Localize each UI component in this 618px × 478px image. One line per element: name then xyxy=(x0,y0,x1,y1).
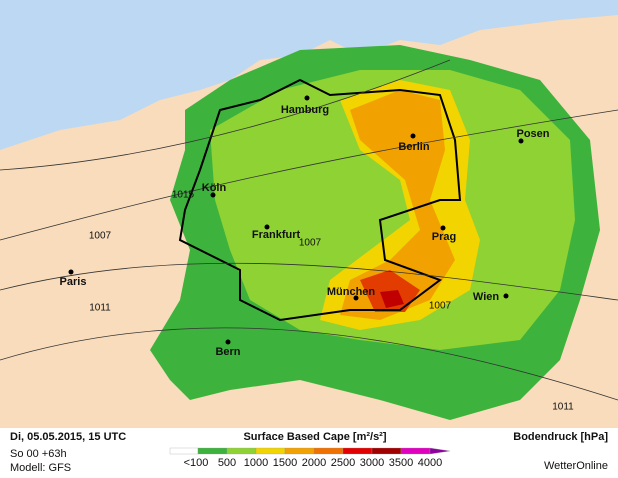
legend-label: 1000 xyxy=(244,457,268,469)
legend-labels: <100 500 1000 1500 2000 2500 3000 3500 4000 xyxy=(184,457,443,469)
cape-medium xyxy=(210,70,575,350)
date: Di, 05.05.2015, 15 UTC xyxy=(10,431,126,443)
legend-label: 2000 xyxy=(302,457,326,469)
city-label: München xyxy=(327,286,376,298)
city-label: Wien xyxy=(473,291,499,303)
legend-label: 1500 xyxy=(273,457,297,469)
border xyxy=(178,78,462,322)
isobar-label: 1015 xyxy=(172,190,195,201)
legend-label: 3500 xyxy=(389,457,413,469)
pressure-label: Bodendruck [hPa] xyxy=(513,431,608,443)
legend-title: Surface Based Cape [m²/s²] xyxy=(243,431,386,443)
legend-label: <100 xyxy=(184,457,209,469)
model: Modell: GFS xyxy=(10,462,71,474)
city-dots xyxy=(68,95,524,345)
city-label: Prag xyxy=(432,231,456,243)
legend-label: 4000 xyxy=(418,457,442,469)
legend-label: 3000 xyxy=(360,457,384,469)
city-label: Köln xyxy=(202,182,227,194)
isobar-label: 1011 xyxy=(552,402,574,413)
isobar-lines xyxy=(0,59,618,401)
city-label: Bern xyxy=(215,346,240,358)
legend-label: 2500 xyxy=(331,457,355,469)
cape-max xyxy=(380,290,404,308)
city-label: Berlin xyxy=(398,141,429,153)
isobar-label: 1007 xyxy=(89,231,112,242)
cape-higher xyxy=(340,90,455,320)
isobar-label: 1011 xyxy=(89,303,111,314)
city-label: Posen xyxy=(516,128,549,140)
run: So 00 +63h xyxy=(10,448,67,460)
isobar-label: 1007 xyxy=(429,301,452,312)
city-label: Frankfurt xyxy=(252,229,301,241)
color-bar xyxy=(169,447,451,455)
isobar-label: 1007 xyxy=(299,238,322,249)
city-label: Hamburg xyxy=(281,104,329,116)
brand: WetterOnline xyxy=(544,460,608,472)
legend-label: 500 xyxy=(218,457,236,469)
city-label: Paris xyxy=(60,276,87,288)
